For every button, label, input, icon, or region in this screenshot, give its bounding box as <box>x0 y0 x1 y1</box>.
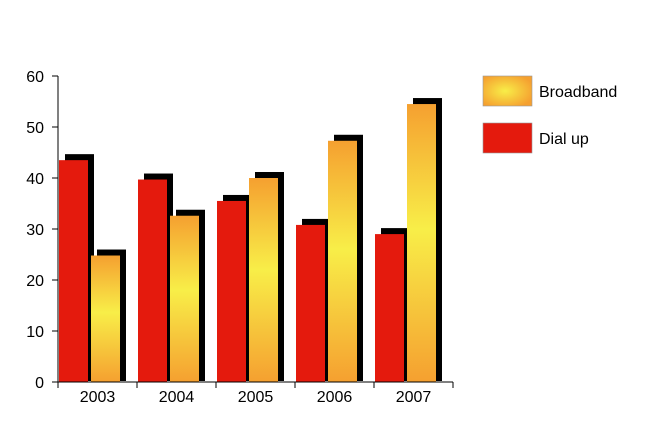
y-tick-label-0: 0 <box>35 375 44 392</box>
y-tick-label-30: 30 <box>26 222 44 239</box>
bar-broadband-2005 <box>249 178 278 382</box>
bar-dial-up-2007 <box>375 234 404 382</box>
legend: Broadband Dial up <box>482 75 617 154</box>
bar-dial-up-2006 <box>296 224 325 382</box>
y-tick-label-40: 40 <box>26 171 44 188</box>
bar-dial-up-2005 <box>217 200 246 382</box>
x-tick-label-2007: 2007 <box>396 389 432 406</box>
legend-label-dial-up: Dial up <box>539 131 589 148</box>
bar-broadband-2006 <box>328 140 357 382</box>
axes: 2003 2004 2005 2006 2007 0 10 20 30 40 50 60 <box>26 69 454 406</box>
bar-broadband-2004 <box>170 215 199 382</box>
x-tick-label-2005: 2005 <box>238 389 274 406</box>
plot-area <box>59 98 442 383</box>
x-tick-label-2003: 2003 <box>80 389 116 406</box>
bar-broadband-2003 <box>91 255 120 382</box>
x-tick-label-2006: 2006 <box>317 389 353 406</box>
bar-dial-up-2003 <box>59 160 88 382</box>
y-tick-label-20: 20 <box>26 273 44 290</box>
bar-broadband-2007 <box>407 104 436 383</box>
y-tick-label-60: 60 <box>26 69 44 86</box>
y-tick-label-10: 10 <box>26 324 44 341</box>
y-tick-label-50: 50 <box>26 120 44 137</box>
legend-label-broadband: Broadband <box>539 84 617 101</box>
bar-dial-up-2004 <box>138 179 167 382</box>
legend-swatch-broadband <box>482 75 533 107</box>
legend-swatch-dial-up <box>482 122 533 154</box>
x-tick-label-2004: 2004 <box>159 389 195 406</box>
